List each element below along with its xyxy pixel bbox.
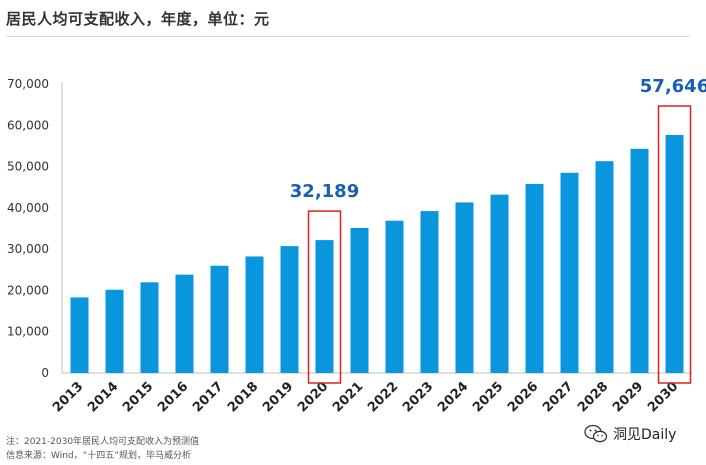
wechat-icon (584, 424, 608, 443)
bar-2014 (105, 289, 124, 373)
highlight-box-2030 (657, 105, 692, 384)
bar-2025 (490, 194, 509, 373)
y-tick-label: 0 (41, 366, 49, 380)
y-tick-label: 70,000 (7, 77, 49, 91)
x-tick-label: 2014 (85, 379, 121, 415)
y-tick-label: 40,000 (7, 201, 49, 215)
y-tick-label: 30,000 (7, 242, 49, 256)
bar-2030 (665, 135, 684, 373)
x-tick-label: 2028 (575, 379, 611, 415)
highlight-box-2020 (307, 210, 342, 384)
x-tick-label: 2025 (470, 379, 506, 415)
y-tick-label: 20,000 (7, 283, 49, 297)
x-tick-label: 2023 (400, 379, 436, 415)
y-tick-label: 50,000 (7, 160, 49, 174)
x-tick-label: 2027 (540, 379, 576, 415)
x-tick-label: 2030 (645, 379, 681, 415)
x-tick-label: 2024 (435, 379, 471, 415)
bar-2018 (245, 256, 264, 373)
bar-2019 (280, 246, 299, 373)
bar-2023 (420, 211, 439, 373)
bar-2024 (455, 202, 474, 373)
x-tick-label: 2016 (155, 379, 191, 415)
x-tick-label: 2018 (225, 379, 261, 415)
x-tick-label: 2013 (50, 379, 86, 415)
watermark: 洞见Daily (584, 424, 676, 444)
y-tick-label: 60,000 (7, 118, 49, 132)
x-tick-label: 2017 (190, 379, 226, 415)
bar-2021 (350, 227, 369, 373)
bar-2027 (560, 172, 579, 373)
x-tick-label: 2015 (120, 379, 156, 415)
chart-title: 居民人均可支配收入，年度，单位：元 (6, 10, 270, 28)
x-tick-label: 2020 (295, 379, 331, 415)
bar-2020 (315, 240, 334, 373)
x-tick-label: 2029 (610, 379, 646, 415)
y-tick-label: 10,000 (7, 325, 49, 339)
bar-2028 (595, 161, 614, 373)
source-note: 信息来源：Wind，“十四五”规划，毕马威分析 (6, 451, 191, 461)
bar-2029 (630, 148, 649, 373)
x-tick-label: 2022 (365, 379, 401, 415)
bar-2013 (70, 297, 89, 373)
x-tick-label: 2019 (260, 379, 296, 415)
data-label-2020: 32,189 (290, 181, 359, 202)
x-tick-label: 2026 (505, 379, 541, 415)
bar-2026 (525, 183, 544, 373)
bar-2022 (385, 220, 404, 373)
footnote: 注：2021-2030年居民人均可支配收入为预测值 (6, 437, 200, 447)
data-label-2030: 57,646 (640, 76, 706, 97)
x-tick-label: 2021 (330, 379, 366, 415)
watermark-text: 洞见Daily (613, 427, 677, 443)
bar-chart: 0 10,000 20,000 30,000 40,000 50,000 60,000 70,… (7, 76, 706, 415)
bar-2015 (140, 282, 159, 373)
bar-2017 (210, 265, 229, 373)
bar-2016 (175, 274, 194, 373)
title-divider (6, 36, 690, 37)
